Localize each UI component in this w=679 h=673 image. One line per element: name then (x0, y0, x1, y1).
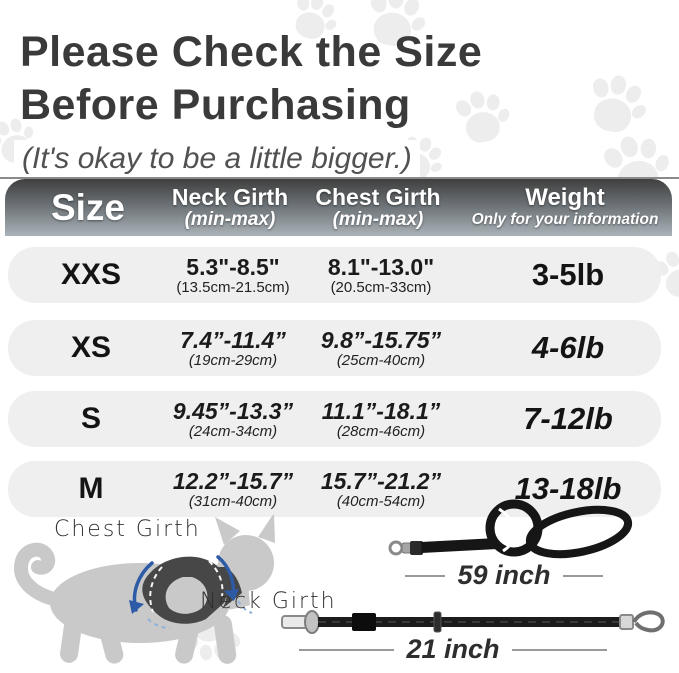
header-neck-girth: Neck Girth (min-max) (145, 179, 315, 236)
leash-length-label: 59 inch (457, 560, 551, 590)
neck-girth-diagram-label: Neck Girth (200, 589, 337, 614)
leash-length-measure: 59 inch (393, 560, 615, 591)
header-chest-girth: Chest Girth (min-max) (293, 179, 463, 236)
page-title-line2: Before Purchasing (20, 81, 411, 129)
measure-line (405, 574, 446, 577)
header-size: Size (50, 186, 126, 228)
header-divider (0, 177, 679, 179)
weight-value: 4-6lb (531, 330, 605, 365)
header-weight-sub: Only for your information (471, 211, 659, 228)
chest-girth-cell: 8.1"-13.0" (20.5cm-33cm) (296, 247, 466, 303)
weight-value: 3-5lb (531, 257, 605, 292)
neck-girth-inches: 9.45”-13.3” (172, 397, 294, 424)
neck-girth-cm: (19cm-29cm) (188, 351, 278, 369)
strap-length-label: 21 inch (406, 634, 500, 664)
chest-girth-cell: 11.1”-18.1” (28cm-46cm) (296, 391, 466, 447)
size-value: S (80, 402, 101, 435)
header-chest-girth-sub: (min-max) (332, 209, 424, 230)
measure-line (562, 574, 604, 577)
header-neck-girth-sub: (min-max) (184, 209, 276, 230)
chest-girth-cm: (40cm-54cm) (336, 492, 426, 510)
table-row-m: M 12.2”-15.7” (31cm-40cm) 15.7”-21.2” (4… (8, 461, 661, 517)
neck-girth-cell: 5.3"-8.5" (13.5cm-21.5cm) (148, 247, 318, 303)
chest-girth-inches: 15.7”-21.2” (320, 467, 442, 494)
chest-girth-inches: 8.1"-13.0" (327, 253, 435, 280)
page-title: Please Check the Size Before Purchasing (20, 26, 640, 132)
header-weight: Weight Only for your information (457, 179, 673, 236)
size-value: XS (70, 331, 112, 364)
chest-girth-cm: (25cm-40cm) (336, 351, 426, 369)
table-row-s: S 9.45”-13.3” (24cm-34cm) 11.1”-18.1” (2… (8, 391, 661, 447)
chest-girth-diagram-label: Chest Girth (54, 517, 201, 542)
neck-girth-cell: 7.4”-11.4” (19cm-29cm) (148, 320, 318, 376)
strap-length-measure: 21 inch (287, 634, 619, 665)
page-title-line1: Please Check the Size (20, 28, 483, 76)
header-weight-label: Weight (525, 184, 605, 211)
neck-girth-cell: 9.45”-13.3” (24cm-34cm) (148, 391, 318, 447)
header-neck-girth-label: Neck Girth (171, 184, 289, 210)
page-subtitle: (It's okay to be a little bigger.) (14, 140, 420, 178)
size-value: XXS (60, 258, 122, 291)
neck-girth-inches: 12.2”-15.7” (172, 467, 294, 494)
cat-harness-illustration (13, 513, 275, 664)
size-table-header: Size Neck Girth (min-max) Chest Girth (m… (5, 179, 672, 236)
neck-girth-inches: 5.3"-8.5" (186, 253, 280, 280)
neck-girth-cm: (13.5cm-21.5cm) (176, 278, 290, 296)
chest-girth-cm: (28cm-46cm) (336, 422, 426, 440)
measure-line (299, 648, 395, 651)
measure-line (511, 648, 608, 651)
chest-girth-cell: 9.8”-15.75” (25cm-40cm) (296, 320, 466, 376)
chest-girth-inches: 9.8”-15.75” (320, 326, 442, 353)
seatbelt-strap-illustration (281, 610, 665, 634)
table-row-xxs: XXS 5.3"-8.5" (13.5cm-21.5cm) 8.1"-13.0"… (8, 247, 661, 303)
cat-measurement-diagram: Chest Girth Neck Girth (2, 513, 342, 665)
chest-girth-cell: 15.7”-21.2” (40cm-54cm) (296, 461, 466, 517)
leash-illustration (388, 499, 633, 559)
size-value: M (78, 472, 104, 505)
chest-girth-inches: 11.1”-18.1” (321, 397, 441, 424)
neck-girth-cm: (24cm-34cm) (188, 422, 278, 440)
neck-girth-cm: (31cm-40cm) (188, 492, 278, 510)
neck-girth-cell: 12.2”-15.7” (31cm-40cm) (148, 461, 318, 517)
header-chest-girth-label: Chest Girth (315, 184, 441, 210)
neck-girth-inches: 7.4”-11.4” (180, 326, 286, 353)
table-row-xs: XS 7.4”-11.4” (19cm-29cm) 9.8”-15.75” (2… (8, 320, 661, 376)
weight-value: 7-12lb (523, 401, 613, 436)
weight-value: 13-18lb (514, 471, 622, 506)
chest-girth-cm: (20.5cm-33cm) (330, 278, 432, 296)
